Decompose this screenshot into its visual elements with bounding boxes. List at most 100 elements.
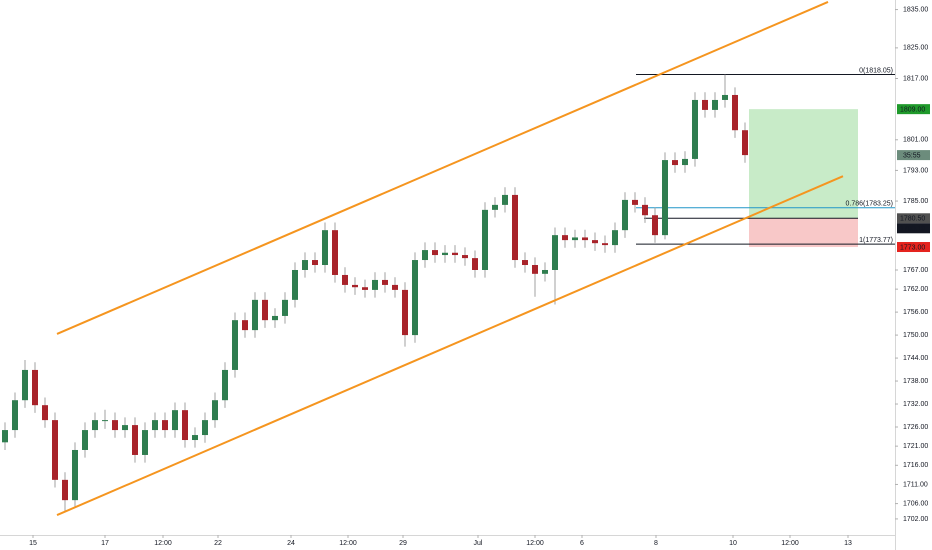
candle-body xyxy=(392,284,398,290)
candle-body xyxy=(692,99,698,159)
candle-body xyxy=(242,320,248,331)
candle-body xyxy=(562,235,568,241)
x-tick-label: 17 xyxy=(101,540,109,547)
y-tick-label: 1825.00 xyxy=(903,45,928,52)
candle-body xyxy=(322,230,328,266)
candle-body xyxy=(532,265,538,274)
loss-zone xyxy=(749,218,858,248)
candle-body xyxy=(352,284,358,288)
candle-body xyxy=(332,230,338,275)
candle-body xyxy=(742,130,748,156)
price-label-box xyxy=(897,213,930,224)
candle-body xyxy=(212,400,218,421)
price-label-box xyxy=(897,242,930,253)
candle-body xyxy=(362,287,368,290)
candle-body xyxy=(302,260,308,270)
candle-body xyxy=(652,215,658,236)
price-label-box xyxy=(897,104,930,115)
x-tick-label: 10 xyxy=(729,540,737,547)
candle-body xyxy=(702,99,708,110)
candle-body xyxy=(42,405,48,421)
candle-body xyxy=(402,289,408,336)
candle-body xyxy=(542,269,548,274)
candle-body xyxy=(682,158,688,166)
candle-body xyxy=(622,199,628,231)
candle-body xyxy=(382,279,388,285)
fib-label: 0(1818.05) xyxy=(859,67,893,74)
candle-body xyxy=(462,255,468,259)
candle-body xyxy=(272,315,278,321)
y-tick-label: 1726.00 xyxy=(903,424,928,431)
y-tick-label: 1756.00 xyxy=(903,309,928,316)
channel-line xyxy=(56,0,829,335)
candle-body xyxy=(482,209,488,270)
candle-body xyxy=(492,204,498,210)
y-tick-label: 1744.00 xyxy=(903,355,928,362)
candle-body xyxy=(262,299,268,321)
candle-body xyxy=(612,230,618,246)
fib-label: 0.786(1783.25) xyxy=(846,201,893,208)
candle-body xyxy=(292,269,298,300)
candle-body xyxy=(132,425,138,455)
candle-body xyxy=(2,430,8,443)
y-tick-label: 1750.00 xyxy=(903,332,928,339)
y-tick-label: 1793.00 xyxy=(903,167,928,174)
channel-line xyxy=(56,175,844,517)
x-tick-label: 12:00 xyxy=(526,540,544,547)
candle-body xyxy=(522,260,528,266)
candle-body xyxy=(642,204,648,216)
y-tick-label: 1738.00 xyxy=(903,378,928,385)
candle-body xyxy=(512,194,518,261)
y-tick-label: 1762.00 xyxy=(903,286,928,293)
x-tick-label: 6 xyxy=(580,540,584,547)
candle-body xyxy=(192,435,198,441)
candle-body xyxy=(422,250,428,261)
candle-body xyxy=(602,243,608,246)
x-tick-label: 8 xyxy=(654,540,658,547)
candle-body xyxy=(712,99,718,110)
candle-body xyxy=(722,94,728,100)
candle-body xyxy=(32,369,38,406)
x-tick-label: 15 xyxy=(29,540,37,547)
y-tick-label: 1702.00 xyxy=(903,516,928,523)
fib-label: 1(1773.77) xyxy=(859,237,893,244)
candle-body xyxy=(592,240,598,244)
candle-body xyxy=(662,160,668,236)
candle-body xyxy=(632,199,638,205)
candle-body xyxy=(62,479,68,501)
y-tick-label: 1785.00 xyxy=(903,198,928,205)
candle-body xyxy=(82,430,88,450)
candle-body xyxy=(172,410,178,431)
candle-body xyxy=(582,237,588,241)
candle-body xyxy=(432,250,438,256)
candle-body xyxy=(252,299,258,331)
price-label: 1809.00 xyxy=(900,106,925,113)
y-tick-label: 1706.00 xyxy=(903,500,928,507)
candle-body xyxy=(442,252,448,256)
candle-body xyxy=(552,235,558,270)
candle-body xyxy=(732,94,738,131)
x-tick-label: 12:00 xyxy=(154,540,172,547)
candle-body xyxy=(102,420,108,422)
candle-body xyxy=(92,420,98,431)
candle-body xyxy=(232,320,238,370)
candle-body xyxy=(72,449,78,501)
candle-body xyxy=(12,400,18,431)
price-label: 1780.19 xyxy=(900,226,925,233)
candle-body xyxy=(672,160,678,166)
x-tick-label: 13 xyxy=(844,540,852,547)
y-tick-label: 1817.00 xyxy=(903,75,928,82)
candle-body xyxy=(142,430,148,455)
y-tick-label: 1711.00 xyxy=(903,481,928,488)
y-tick-label: 1732.00 xyxy=(903,401,928,408)
candle-body xyxy=(312,260,318,266)
candle-body xyxy=(152,420,158,431)
candle-body xyxy=(222,369,228,401)
candle-body xyxy=(182,410,188,441)
candle-body xyxy=(472,258,478,270)
countdown: 35:55 xyxy=(903,152,921,159)
y-tick-label: 1767.00 xyxy=(903,267,928,274)
candle-body xyxy=(372,279,378,290)
